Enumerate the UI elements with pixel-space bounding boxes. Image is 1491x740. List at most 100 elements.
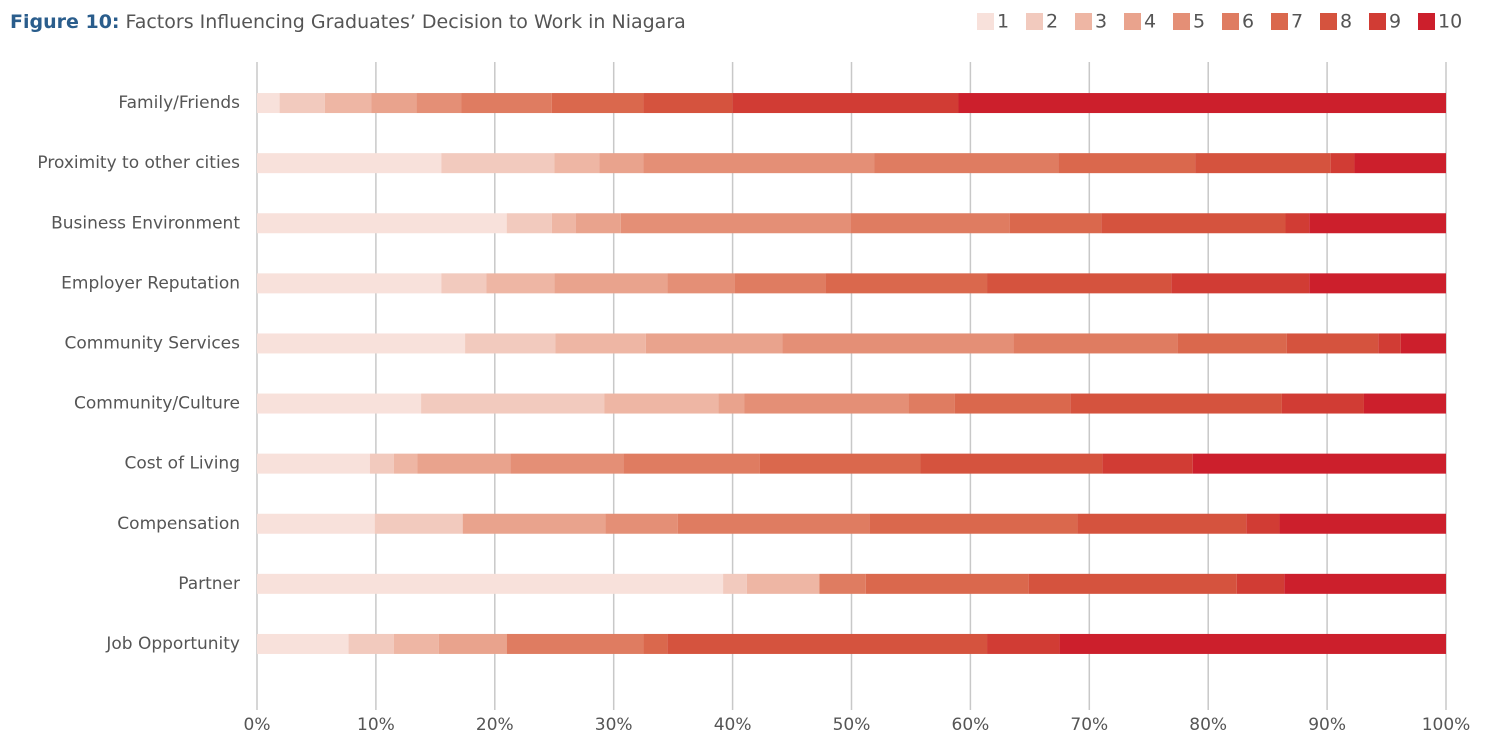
- y-tick-label: Community/Culture: [74, 394, 240, 414]
- bar-segment: [324, 93, 372, 114]
- bar-segment: [865, 573, 1029, 594]
- x-tick-label: 70%: [1070, 715, 1108, 735]
- bar-segment: [506, 633, 644, 654]
- legend-swatch: [977, 13, 994, 30]
- legend-swatch: [1369, 13, 1386, 30]
- bar-segment: [1192, 453, 1446, 474]
- bar-segment: [551, 213, 576, 234]
- bar-segment: [257, 633, 349, 654]
- x-tick-label: 50%: [833, 715, 871, 735]
- legend-swatch: [1075, 13, 1092, 30]
- bar-segment: [987, 273, 1172, 294]
- bar-segment: [667, 633, 988, 654]
- bar-segment: [759, 453, 921, 474]
- y-tick-label: Community Services: [65, 333, 241, 353]
- bar-segment: [782, 333, 1014, 354]
- legend-label: 4: [1144, 11, 1156, 33]
- bar-segment: [393, 453, 418, 474]
- legend-label: 1: [997, 11, 1009, 33]
- bar-segment: [620, 213, 851, 234]
- legend-swatch: [1124, 13, 1141, 30]
- bar-segment: [1309, 273, 1446, 294]
- title-text: Factors Influencing Graduates’ Decision …: [126, 11, 686, 33]
- bar-segment: [551, 93, 644, 114]
- bar-segment: [1070, 393, 1282, 414]
- bar-segment: [257, 153, 442, 174]
- bar-segment: [371, 93, 417, 114]
- legend-swatch: [1271, 13, 1288, 30]
- bar-segment: [1378, 333, 1401, 354]
- legend-label: 5: [1193, 11, 1205, 33]
- bar-segment: [465, 333, 556, 354]
- legend-swatch: [1222, 13, 1239, 30]
- bar-segment: [1059, 633, 1446, 654]
- legend-label: 8: [1340, 11, 1352, 33]
- bar-segment: [1101, 213, 1286, 234]
- bar-segment: [441, 273, 487, 294]
- bar-segment: [723, 573, 747, 594]
- bar-segment: [605, 513, 678, 534]
- bar-segment: [645, 333, 783, 354]
- legend-label: 10: [1438, 11, 1462, 33]
- y-tick-label: Employer Reputation: [61, 273, 240, 293]
- bar-segment: [825, 273, 988, 294]
- legend-label: 7: [1291, 11, 1303, 33]
- bar-segment: [1330, 153, 1355, 174]
- bar-segment: [257, 393, 422, 414]
- bar-segment: [643, 93, 733, 114]
- legend-swatch: [1173, 13, 1190, 30]
- bar-segment: [554, 273, 668, 294]
- y-tick-label: Business Environment: [51, 213, 240, 233]
- bar-segment: [850, 213, 1010, 234]
- bar-segment: [819, 573, 866, 594]
- bar-segment: [441, 153, 555, 174]
- bar-segment: [869, 513, 1078, 534]
- bar-segment: [462, 513, 606, 534]
- bar-segment: [643, 633, 668, 654]
- bar-segment: [1028, 573, 1237, 594]
- bar-segment: [623, 453, 760, 474]
- x-tick-label: 30%: [595, 715, 633, 735]
- bar-segment: [554, 153, 600, 174]
- bar-segment: [1309, 213, 1446, 234]
- bar-segment: [1236, 573, 1285, 594]
- bar-segment: [604, 393, 719, 414]
- bar-segment: [257, 213, 507, 234]
- bar-segment: [1195, 153, 1331, 174]
- bar-segment: [1102, 453, 1193, 474]
- figure-label: Figure 10:: [10, 11, 120, 33]
- bar-segment: [1171, 273, 1310, 294]
- bar-segment: [575, 213, 621, 234]
- bar-segment: [734, 273, 826, 294]
- bar-segment: [506, 213, 552, 234]
- bar-segment: [667, 273, 735, 294]
- y-tick-label: Compensation: [117, 514, 240, 534]
- bar-segment: [461, 93, 552, 114]
- y-tick-label: Partner: [178, 574, 240, 594]
- bar-segment: [1177, 333, 1287, 354]
- bar-segment: [643, 153, 875, 174]
- bar-segment: [257, 513, 375, 534]
- bar-segment: [257, 573, 724, 594]
- bar-segment: [746, 573, 820, 594]
- bar-segment: [1077, 513, 1247, 534]
- bar-segment: [874, 153, 1059, 174]
- x-tick-label: 0%: [244, 715, 271, 735]
- x-tick-label: 10%: [357, 715, 395, 735]
- chart-title: Figure 10: Factors Influencing Graduates’…: [10, 11, 686, 33]
- legend-label: 2: [1046, 11, 1058, 33]
- bar-segment: [257, 93, 280, 114]
- bar-segment: [421, 393, 605, 414]
- bar-segment: [1009, 213, 1102, 234]
- bar-segment: [1400, 333, 1446, 354]
- bar-segment: [1281, 393, 1364, 414]
- x-tick-label: 60%: [952, 715, 990, 735]
- bar-segment: [374, 513, 463, 534]
- bar-segment: [417, 453, 511, 474]
- bar-segment: [369, 453, 394, 474]
- legend-swatch: [1418, 13, 1435, 30]
- bar-segment: [1354, 153, 1446, 174]
- bar-segment: [348, 633, 394, 654]
- y-tick-label: Family/Friends: [118, 93, 240, 113]
